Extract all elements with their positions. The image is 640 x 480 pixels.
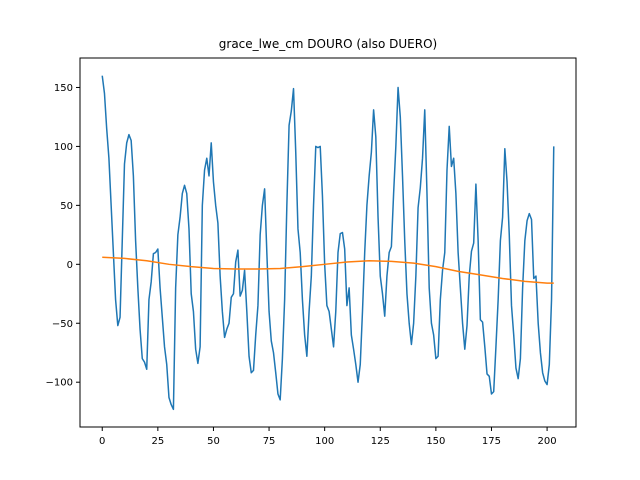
series-layer <box>101 75 555 411</box>
x-tick-label: 50 <box>207 436 220 447</box>
ticks-layer: 0 25 50 75 100 125 150 175 200 −100 −50 0 50 100 150 <box>46 83 557 447</box>
x-tick-label: 175 <box>482 436 501 447</box>
y-tick-label: 50 <box>60 201 73 212</box>
series-line-1 <box>101 75 555 411</box>
y-tick-label: −100 <box>46 378 73 389</box>
plot-frame <box>79 57 577 428</box>
y-tick-label: 150 <box>54 83 73 94</box>
x-tick-label: 75 <box>263 436 276 447</box>
chart-title: grace_lwe_cm DOURO (also DUERO) <box>219 37 437 51</box>
x-tick-label: 150 <box>426 436 445 447</box>
y-tick-label: −50 <box>52 319 73 330</box>
y-tick-label: 100 <box>54 142 73 153</box>
x-tick-label: 0 <box>99 436 105 447</box>
x-tick-label: 100 <box>315 436 334 447</box>
y-tick-label: 0 <box>67 260 73 271</box>
x-tick-label: 200 <box>538 436 557 447</box>
x-tick-label: 25 <box>151 436 164 447</box>
series-line-2 <box>102 256 554 284</box>
x-tick-label: 125 <box>371 436 390 447</box>
